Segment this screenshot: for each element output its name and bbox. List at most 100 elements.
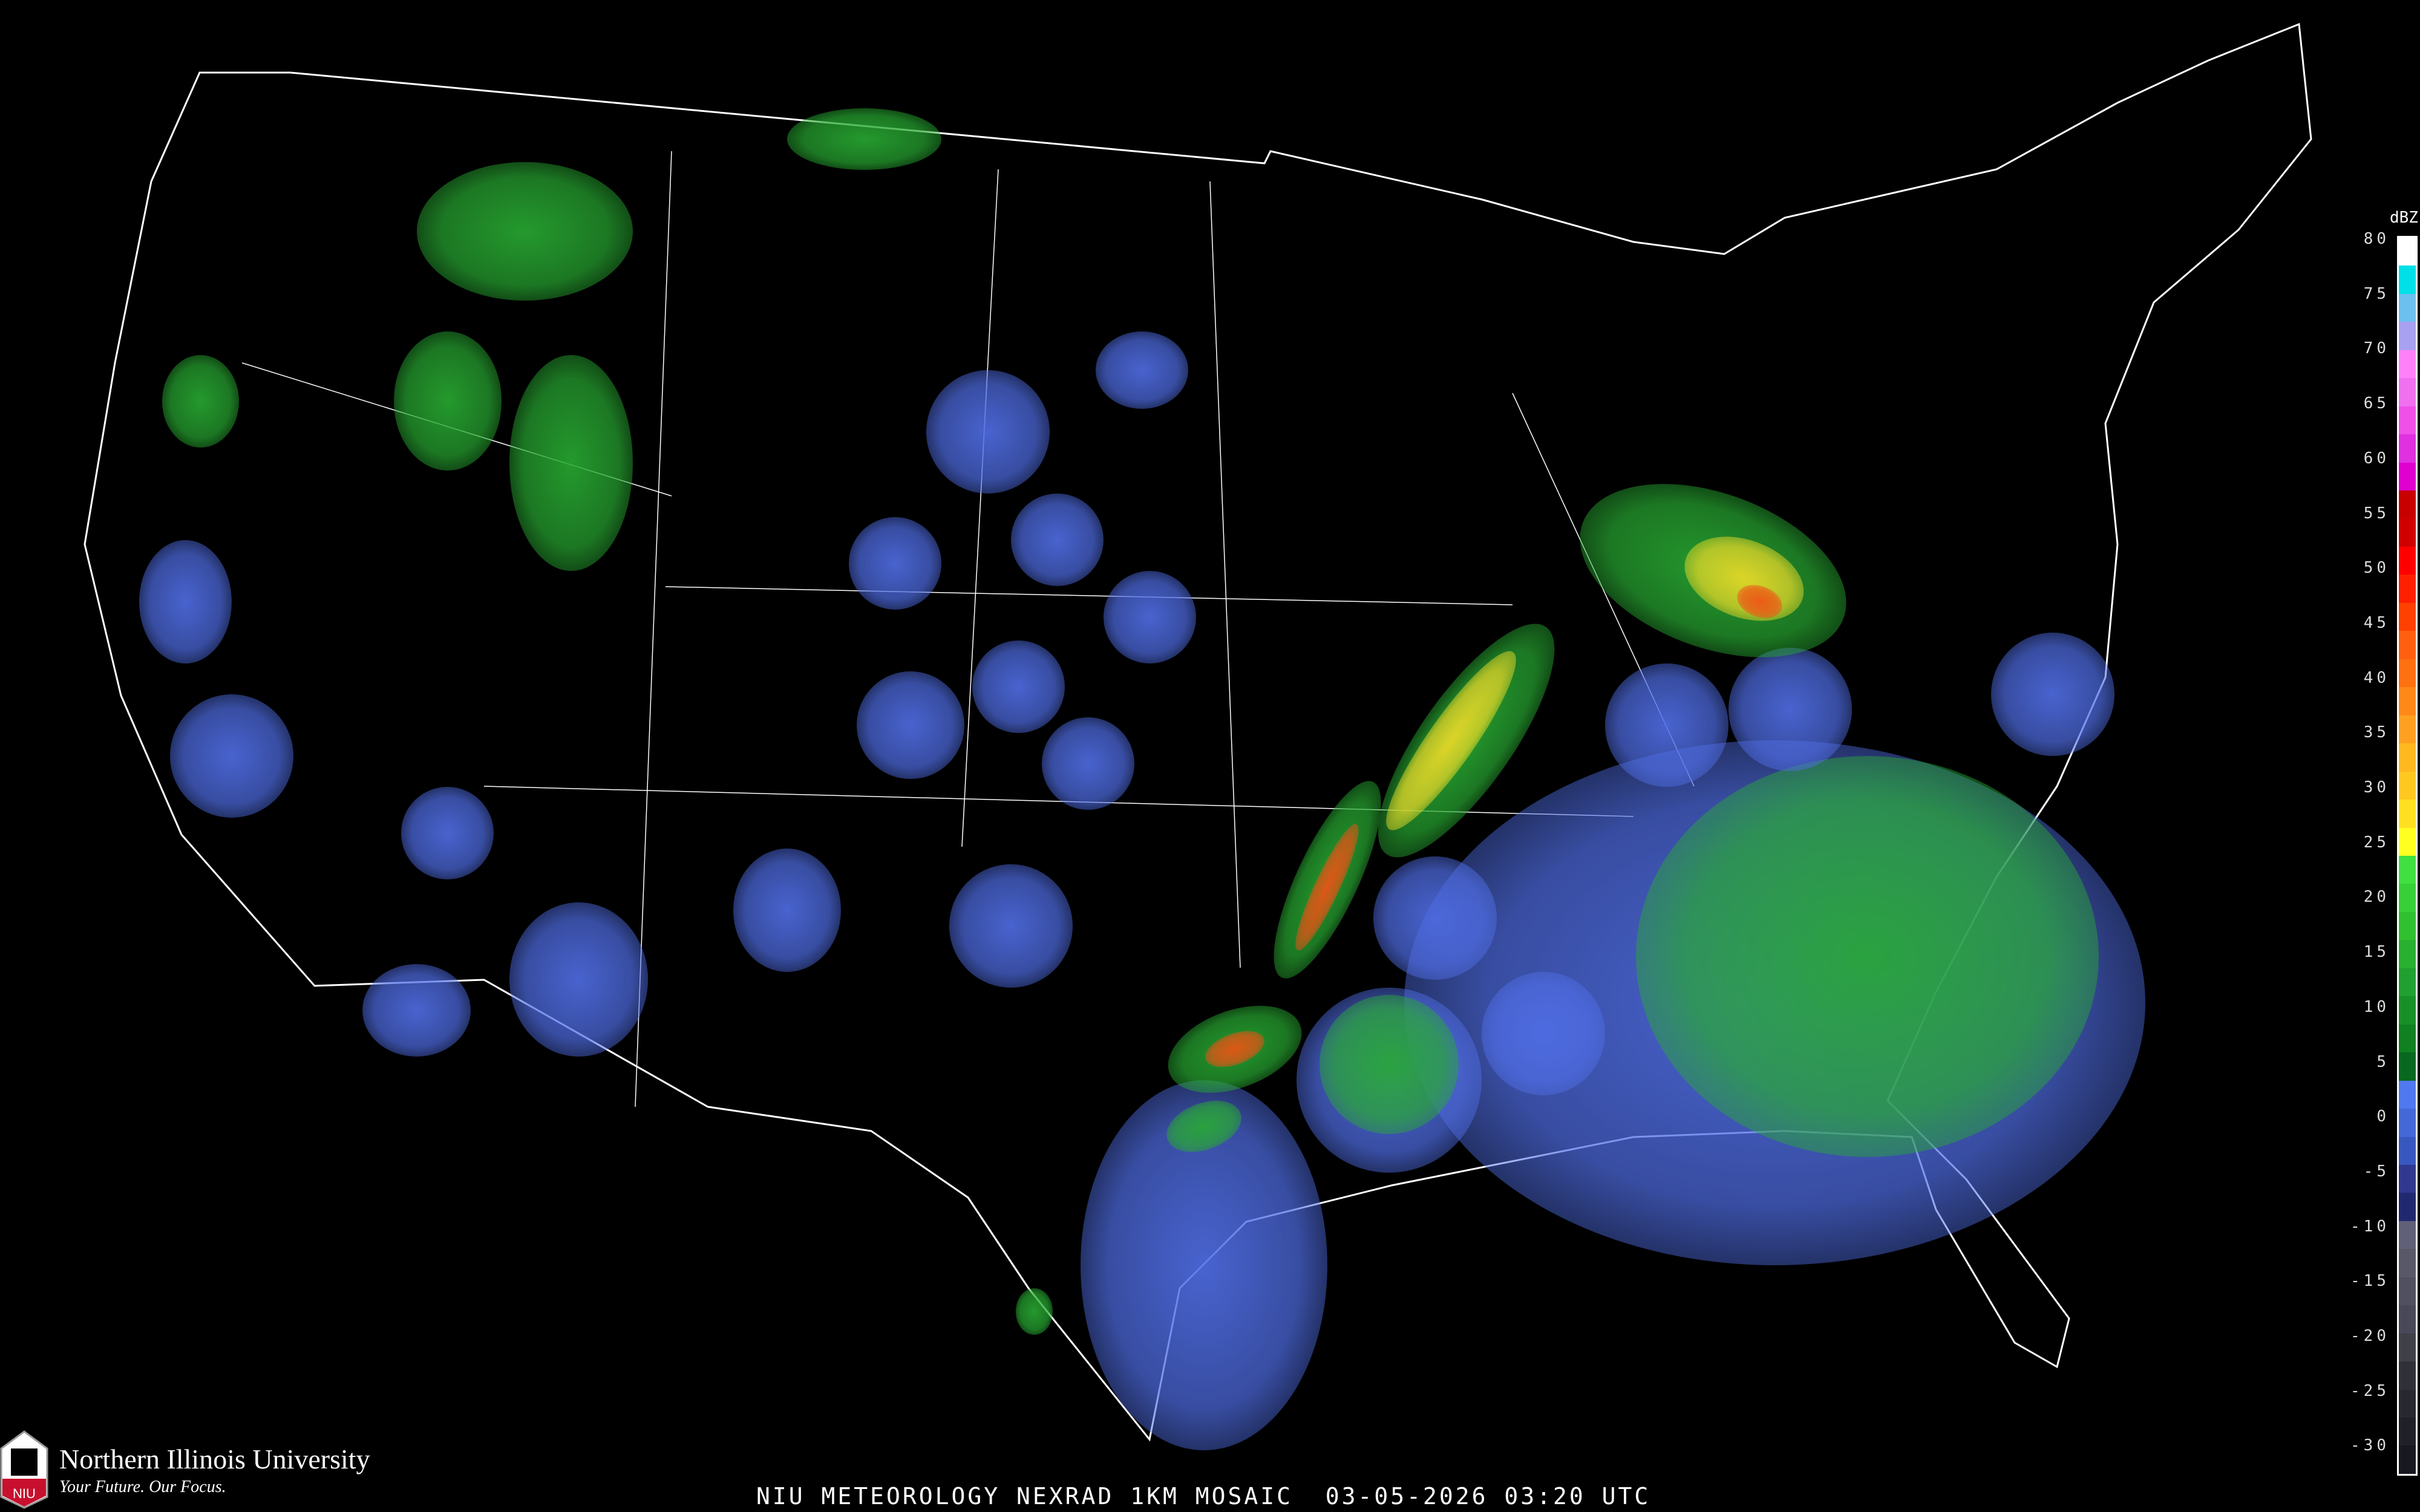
- university-tagline: Your Future. Our Focus.: [59, 1477, 226, 1496]
- map-caption: NIU METEOROLOGY NEXRAD 1KM MOSAIC 03-05-…: [756, 1483, 1651, 1510]
- legend-swatch: [2399, 462, 2416, 491]
- legend-swatch: [2399, 771, 2416, 800]
- legend-swatch: [2399, 350, 2416, 379]
- radar-echo: [169, 694, 293, 818]
- legend-swatch: [2399, 1220, 2416, 1250]
- legend-swatch: [2399, 800, 2416, 828]
- radar-echo: [1010, 494, 1104, 587]
- legend-tick-label: 25: [2363, 833, 2390, 852]
- state-line: [1209, 181, 1241, 968]
- legend-swatch: [2399, 322, 2416, 350]
- legend-swatch: [2399, 293, 2416, 322]
- radar-echo: [1636, 755, 2099, 1158]
- legend-tick-label: -10: [2350, 1217, 2390, 1236]
- legend-swatch: [2399, 687, 2416, 715]
- legend-tick-label: -20: [2350, 1327, 2390, 1345]
- radar-echo: [416, 161, 633, 301]
- legend-swatch: [2399, 1333, 2416, 1362]
- legend-tick-label: 80: [2363, 230, 2390, 248]
- legend-swatch: [2399, 238, 2416, 266]
- legend-swatch: [2399, 968, 2416, 997]
- legend-swatch: [2399, 855, 2416, 884]
- legend-swatch: [2399, 659, 2416, 688]
- legend-swatch: [2399, 743, 2416, 772]
- legend-tick-label: 70: [2363, 339, 2390, 358]
- legend-swatch: [2399, 602, 2416, 631]
- radar-echo: [1481, 972, 1606, 1096]
- legend-tick-label: -15: [2350, 1272, 2390, 1291]
- legend-swatch: [2399, 490, 2416, 519]
- legend-swatch: [2399, 1361, 2416, 1390]
- radar-echo: [1041, 717, 1134, 810]
- legend-unit: dBZ: [2390, 209, 2418, 227]
- legend-swatch: [2399, 1389, 2416, 1418]
- legend-swatch: [2399, 940, 2416, 968]
- radar-echo: [401, 787, 494, 880]
- legend-swatch: [2399, 378, 2416, 406]
- legend-swatch: [2399, 266, 2416, 294]
- legend-tick-label: 75: [2363, 284, 2390, 303]
- legend-tick-label: 20: [2363, 888, 2390, 907]
- niu-logo: NIU Northern Illinois University Your Fu…: [0, 1430, 370, 1509]
- legend-swatch: [2399, 546, 2416, 575]
- legend-swatch: [2399, 911, 2416, 940]
- radar-echo: [849, 516, 942, 610]
- legend-swatch: [2399, 1164, 2416, 1193]
- legend-swatch: [2399, 1109, 2416, 1137]
- legend-swatch: [2399, 575, 2416, 603]
- legend-tick-label: 65: [2363, 394, 2390, 413]
- legend-swatch: [2399, 631, 2416, 659]
- radar-echo: [509, 354, 633, 571]
- radar-echo: [393, 331, 502, 471]
- radar-echo: [1103, 570, 1196, 663]
- state-line: [665, 586, 1513, 605]
- legend-tick-label: 0: [2376, 1107, 2390, 1126]
- legend-tick-label: 5: [2376, 1052, 2390, 1071]
- legend-swatch: [2399, 884, 2416, 912]
- radar-echo: [1605, 663, 1729, 787]
- legend-swatch: [2399, 1080, 2416, 1109]
- legend-swatch: [2399, 1024, 2416, 1053]
- radar-echo: [1015, 1288, 1053, 1335]
- radar-echo: [856, 671, 965, 780]
- legend-tick-label: 35: [2363, 723, 2390, 742]
- state-line: [961, 169, 999, 847]
- radar-echo: [972, 640, 1065, 733]
- radar-echo: [1096, 331, 1189, 409]
- color-legend: [2397, 236, 2418, 1476]
- legend-swatch: [2399, 715, 2416, 744]
- legend-swatch: [2399, 1445, 2416, 1474]
- svg-text:NIU: NIU: [13, 1486, 36, 1501]
- university-name: Northern Illinois University: [59, 1443, 370, 1475]
- radar-echo: [1373, 856, 1497, 980]
- legend-swatch: [2399, 406, 2416, 435]
- legend-tick-label: 30: [2363, 778, 2390, 797]
- legend-swatch: [2399, 996, 2416, 1025]
- legend-swatch: [2399, 1277, 2416, 1306]
- legend-tick-label: 50: [2363, 559, 2390, 578]
- radar-echo: [139, 539, 232, 663]
- legend-tick-label: -5: [2363, 1162, 2390, 1181]
- legend-swatch: [2399, 434, 2416, 463]
- legend-swatch: [2399, 1136, 2416, 1165]
- legend-tick-label: -25: [2350, 1381, 2390, 1400]
- legend-swatch: [2399, 1052, 2416, 1081]
- radar-echo: [1320, 995, 1459, 1134]
- radar-echo: [733, 849, 842, 973]
- legend-tick-label: 55: [2363, 504, 2390, 523]
- radar-echo: [949, 864, 1073, 988]
- radar-echo: [1990, 632, 2114, 756]
- radar-echo: [1728, 648, 1853, 772]
- legend-tick-label: 10: [2363, 997, 2390, 1016]
- radar-echo: [362, 964, 471, 1057]
- legend-swatch: [2399, 1305, 2416, 1334]
- radar-echo: [787, 108, 942, 170]
- radar-echo: [926, 370, 1050, 494]
- legend-swatch: [2399, 827, 2416, 856]
- legend-tick-label: 45: [2363, 613, 2390, 632]
- legend-tick-label: 15: [2363, 943, 2390, 962]
- niu-shield-icon: NIU: [0, 1430, 48, 1509]
- legend-swatch: [2399, 1418, 2416, 1446]
- radar-echo: [162, 354, 240, 448]
